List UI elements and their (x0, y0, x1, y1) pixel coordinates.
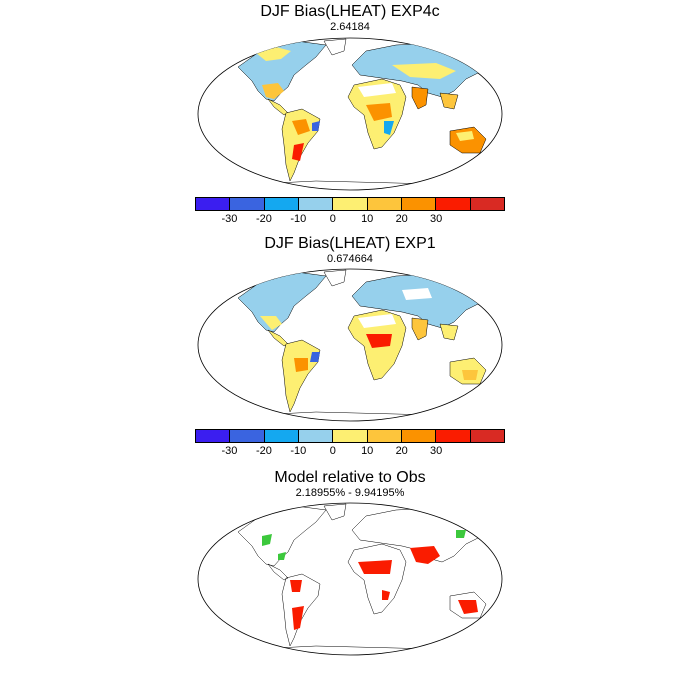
colorbar-bin (196, 198, 230, 210)
colorbar-bin (333, 198, 367, 210)
colorbar-tick-label: -10 (290, 445, 306, 457)
colorbar-bin (230, 198, 264, 210)
panel-title: DJF Bias(LHEAT) EXP1 (0, 235, 700, 253)
panel-exp1: DJF Bias(LHEAT) EXP1 0.674664 (0, 232, 700, 462)
colorbar-bin (265, 430, 299, 442)
colorbar (195, 197, 505, 211)
panel-title: Model relative to Obs (0, 469, 700, 487)
colorbar-bin (402, 430, 436, 442)
colorbar-labels: -30 -20 -10 0 10 20 30 (195, 213, 505, 227)
colorbar (195, 429, 505, 443)
colorbar-tick-label: 0 (330, 445, 336, 457)
panel-subtitle: 2.18955% - 9.94195% (0, 487, 700, 500)
panel-exp4c: DJF Bias(LHEAT) EXP4c 2.64184 (0, 0, 700, 235)
panel-title: DJF Bias(LHEAT) EXP4c (0, 3, 700, 21)
colorbar-tick-label: -20 (256, 445, 272, 457)
colorbar-bin (299, 430, 333, 442)
colorbar-labels: -30 -20 -10 0 10 20 30 (195, 445, 505, 459)
panel-model-relative: Model relative to Obs 2.18955% - 9.94195… (0, 466, 700, 696)
colorbar-bin (265, 198, 299, 210)
colorbar-bin (368, 198, 402, 210)
sa-hot-patch (294, 358, 308, 372)
colorbar-bin (196, 430, 230, 442)
colorbar-tick-label: 30 (430, 213, 442, 225)
colorbar-bin (402, 198, 436, 210)
colorbar-bin (333, 430, 367, 442)
colorbar-tick-label: 0 (330, 213, 336, 225)
colorbar-bin (368, 430, 402, 442)
colorbar-bin (471, 430, 504, 442)
panel-subtitle: 2.64184 (0, 21, 700, 34)
australia-warm-patch (462, 370, 478, 380)
colorbar-bin (230, 430, 264, 442)
colorbar-tick-label: -20 (256, 213, 272, 225)
map-exp4c (196, 35, 504, 193)
map-exp1 (196, 266, 504, 424)
colorbar-tick-label: -30 (221, 445, 237, 457)
eurasia-gap (402, 288, 432, 300)
colorbar-tick-label: 30 (430, 445, 442, 457)
colorbar-bin (436, 430, 470, 442)
colorbar-bin (299, 198, 333, 210)
colorbar-tick-label: 10 (361, 445, 373, 457)
colorbar-tick-label: -10 (290, 213, 306, 225)
map-model-relative (196, 500, 504, 658)
colorbar-bin (471, 198, 504, 210)
colorbar-tick-label: -30 (221, 213, 237, 225)
colorbar-tick-label: 20 (396, 213, 408, 225)
colorbar-tick-label: 20 (396, 445, 408, 457)
panel-subtitle: 0.674664 (0, 253, 700, 266)
colorbar-tick-label: 10 (361, 213, 373, 225)
colorbar-bin (436, 198, 470, 210)
